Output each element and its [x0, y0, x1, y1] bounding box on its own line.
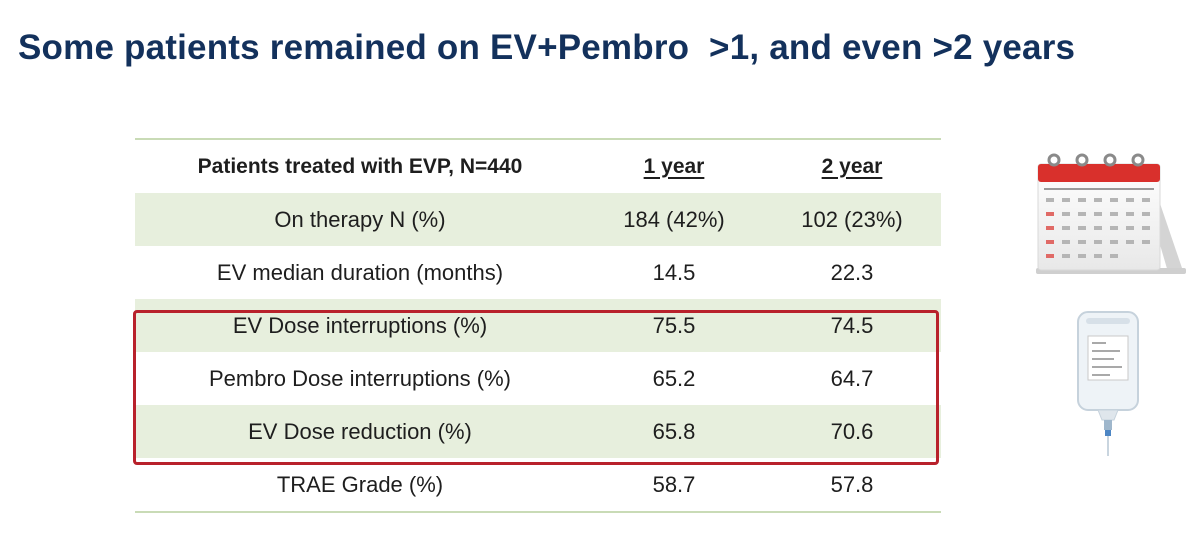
table-row: TRAE Grade (%) 58.7 57.8	[135, 458, 941, 512]
row-value-2-year: 70.6	[830, 418, 874, 444]
header-1-year: 1 year	[643, 154, 705, 178]
row-label: EV Dose reduction (%)	[248, 418, 472, 444]
row-value-2-year: 102 (23%)	[801, 206, 903, 232]
header-2-year: 2 year	[821, 154, 883, 178]
calendar-icon	[1036, 153, 1186, 274]
row-label: TRAE Grade (%)	[276, 471, 444, 497]
table-row: EV Dose interruptions (%) 75.5 74.5	[135, 299, 941, 352]
row-label: Pembro Dose interruptions (%)	[208, 365, 511, 391]
row-label: On therapy N (%)	[274, 206, 446, 232]
row-value-1-year: 65.8	[652, 418, 696, 444]
table-row: On therapy N (%) 184 (42%) 102 (23%)	[135, 193, 941, 246]
slide-title: Some patients remained on EV+Pembro >1, …	[18, 28, 1076, 67]
table-row: EV median duration (months) 14.5 22.3	[135, 246, 941, 299]
row-value-2-year: 74.5	[830, 312, 874, 338]
results-table: Patients treated with EVP, N=440 1 year …	[135, 138, 941, 513]
table-row: EV Dose reduction (%) 65.8 70.6	[135, 405, 941, 458]
row-value-2-year: 57.8	[830, 471, 874, 497]
row-value-1-year: 75.5	[652, 312, 696, 338]
row-value-1-year: 184 (42%)	[623, 206, 725, 232]
row-value-2-year: 64.7	[830, 365, 874, 391]
row-label: EV Dose interruptions (%)	[232, 312, 488, 338]
row-value-1-year: 58.7	[652, 471, 696, 497]
table-row: Pembro Dose interruptions (%) 65.2 64.7	[135, 352, 941, 405]
table-header-row: Patients treated with EVP, N=440 1 year …	[135, 139, 941, 193]
row-label: EV median duration (months)	[216, 259, 504, 285]
row-value-1-year: 14.5	[652, 259, 696, 285]
iv-bag-icon	[1077, 311, 1139, 456]
row-value-2-year: 22.3	[830, 259, 874, 285]
row-value-1-year: 65.2	[652, 365, 696, 391]
header-population: Patients treated with EVP, N=440	[197, 154, 523, 178]
